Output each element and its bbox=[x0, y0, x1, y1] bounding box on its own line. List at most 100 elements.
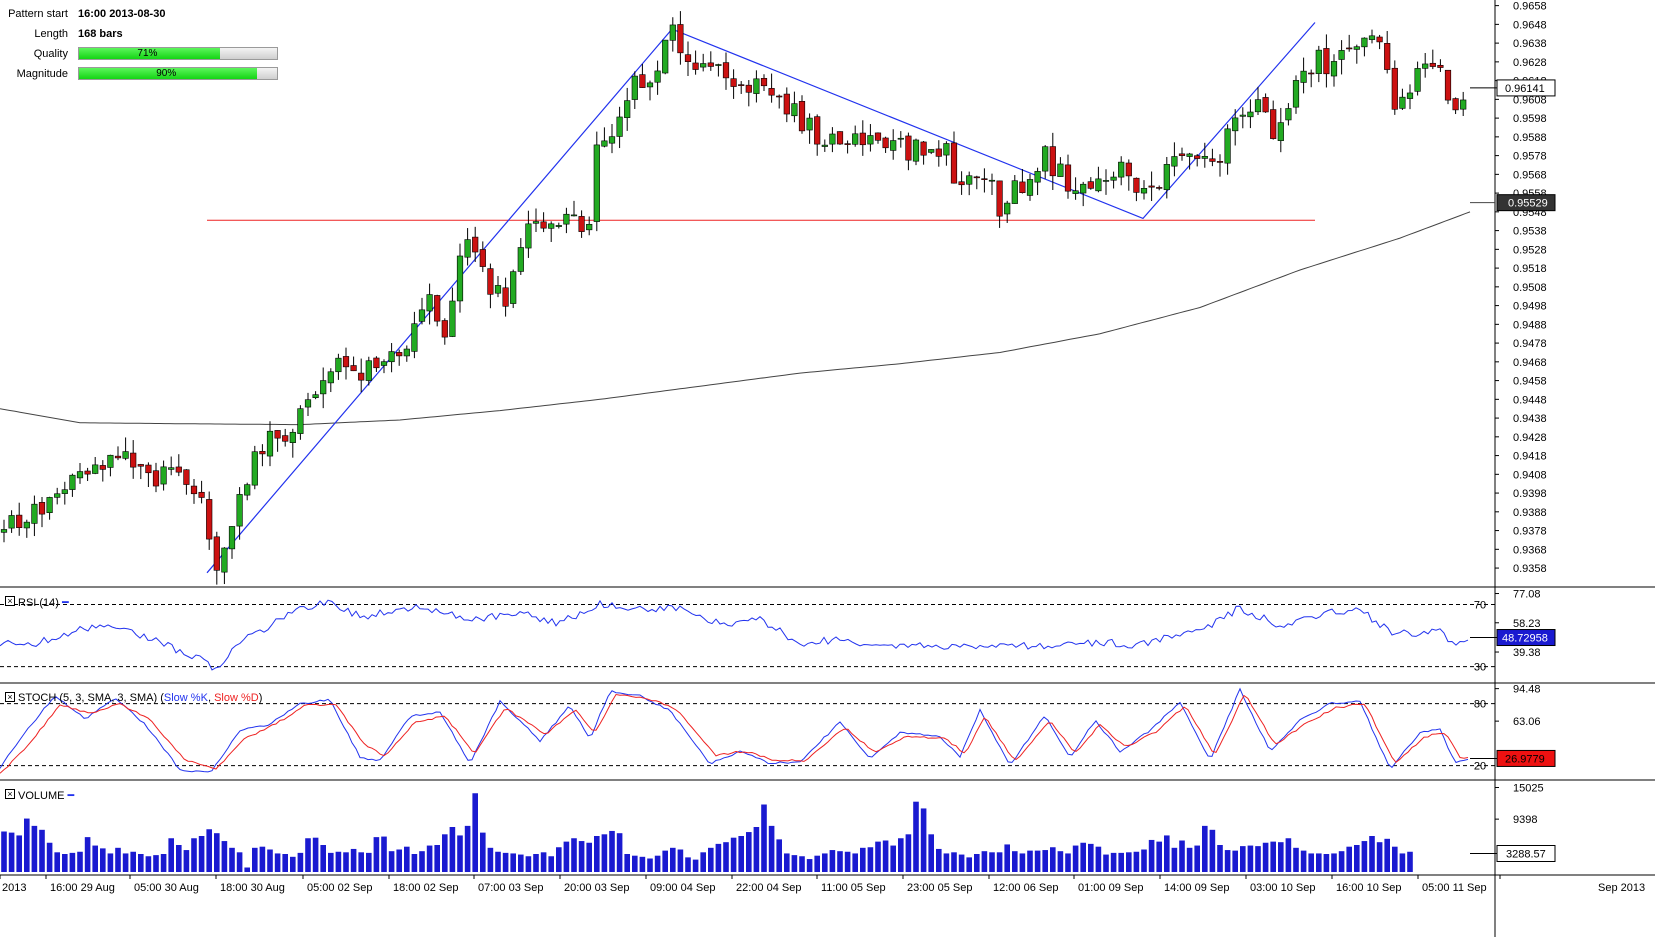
time-tick-label: 05:00 30 Aug bbox=[134, 882, 199, 894]
candle bbox=[1209, 158, 1216, 162]
price-tick-label: 0.9628 bbox=[1513, 57, 1547, 69]
volume-bar bbox=[1019, 853, 1026, 872]
candle bbox=[1247, 111, 1254, 118]
candle bbox=[624, 100, 631, 118]
candle bbox=[1125, 162, 1132, 177]
candle bbox=[418, 309, 426, 322]
volume-bar bbox=[920, 808, 927, 872]
candle bbox=[449, 300, 456, 337]
candle bbox=[776, 95, 783, 98]
candle bbox=[54, 493, 61, 498]
volume-bar bbox=[1407, 851, 1413, 872]
price-tick-label: 0.9468 bbox=[1513, 357, 1547, 369]
candle bbox=[8, 515, 15, 529]
volume-bar bbox=[905, 834, 912, 872]
volume-bar bbox=[442, 834, 448, 872]
candle bbox=[768, 88, 775, 96]
candle bbox=[760, 78, 768, 87]
candle bbox=[996, 180, 1003, 217]
candle bbox=[502, 287, 509, 307]
volume-bar bbox=[761, 804, 767, 872]
candle bbox=[251, 451, 258, 486]
time-tick-label: 05:00 11 Sep bbox=[1422, 882, 1487, 894]
rsi-current-box bbox=[1496, 629, 1556, 647]
volume-bar bbox=[1338, 851, 1345, 872]
candle bbox=[935, 148, 942, 157]
volume-bar bbox=[1004, 844, 1010, 872]
stoch-toggle-icon[interactable]: × bbox=[5, 692, 15, 702]
volume-bar bbox=[1186, 847, 1193, 872]
volume-bar bbox=[160, 854, 167, 872]
volume-bar bbox=[996, 852, 1003, 872]
candle bbox=[601, 140, 608, 147]
volume-bar bbox=[16, 835, 22, 872]
candle bbox=[943, 143, 950, 156]
moving-average-box bbox=[1496, 194, 1556, 212]
volume-bar bbox=[510, 853, 516, 872]
volume-bar bbox=[1331, 853, 1337, 872]
magnitude-bar-fill bbox=[79, 68, 258, 79]
candle bbox=[1323, 48, 1330, 75]
volume-bar bbox=[1095, 846, 1102, 872]
volume-bar bbox=[806, 859, 813, 872]
volume-bar bbox=[723, 842, 729, 872]
time-tick-label: 18:00 30 Aug bbox=[220, 882, 285, 894]
pattern-start-label: Pattern start bbox=[8, 8, 68, 20]
candle bbox=[1330, 61, 1338, 77]
candle bbox=[472, 236, 479, 253]
volume-bar bbox=[480, 832, 486, 872]
volume-toggle-icon[interactable]: × bbox=[5, 789, 15, 799]
time-tick-label: 01:00 09 Sep bbox=[1078, 882, 1143, 894]
volume-bar bbox=[852, 853, 858, 872]
volume-bar bbox=[92, 845, 98, 872]
candle bbox=[1171, 156, 1178, 167]
price-tick-label: 0.9408 bbox=[1513, 469, 1547, 481]
volume-bar bbox=[540, 852, 547, 872]
volume-bar bbox=[1012, 851, 1018, 872]
volume-bar bbox=[1050, 847, 1056, 872]
quality-bar-fill bbox=[79, 48, 220, 59]
candle bbox=[631, 75, 638, 100]
candle bbox=[23, 521, 30, 529]
volume-bar bbox=[221, 841, 228, 872]
volume-bar bbox=[867, 847, 874, 872]
volume-bar bbox=[229, 847, 235, 872]
volume-bar bbox=[1080, 842, 1086, 872]
time-tick-label: 03:00 10 Sep bbox=[1250, 882, 1315, 894]
volume-bar bbox=[381, 836, 387, 872]
rsi-toggle-icon[interactable]: × bbox=[5, 596, 15, 606]
candle bbox=[684, 54, 692, 62]
candle bbox=[380, 361, 388, 366]
volume-bar bbox=[312, 837, 319, 872]
candle bbox=[1148, 185, 1155, 188]
price-tick-label: 0.9648 bbox=[1513, 19, 1547, 31]
volume-bar bbox=[837, 851, 843, 872]
volume-bar bbox=[305, 838, 311, 872]
candle bbox=[1262, 97, 1269, 113]
volume-bar bbox=[1034, 850, 1041, 872]
candle bbox=[274, 430, 281, 439]
pattern-start-value: 16:00 2013-08-30 bbox=[78, 8, 166, 20]
volume-bar bbox=[1118, 852, 1124, 872]
price-tick-label: 0.9448 bbox=[1513, 394, 1547, 406]
candle bbox=[677, 24, 684, 54]
candle bbox=[1019, 181, 1026, 194]
volume-bar bbox=[1171, 847, 1178, 872]
candle bbox=[244, 484, 251, 496]
price-tick-label: 0.9658 bbox=[1513, 1, 1547, 13]
time-tick-label: 14:00 09 Sep bbox=[1164, 882, 1229, 894]
volume-bar bbox=[974, 854, 980, 872]
volume-bar bbox=[753, 827, 760, 872]
candle bbox=[548, 223, 555, 229]
candle bbox=[798, 101, 806, 132]
volume-current-label: 3288.57 bbox=[1506, 849, 1546, 861]
volume-bar bbox=[46, 842, 53, 872]
volume-bar bbox=[1361, 841, 1368, 872]
time-tick-label: 09:00 04 Sep bbox=[650, 882, 715, 894]
volume-bar bbox=[472, 793, 478, 872]
volume-bar bbox=[928, 834, 934, 872]
candle bbox=[890, 140, 897, 151]
candle bbox=[92, 464, 99, 474]
candle bbox=[130, 452, 137, 468]
candle bbox=[1140, 188, 1148, 194]
